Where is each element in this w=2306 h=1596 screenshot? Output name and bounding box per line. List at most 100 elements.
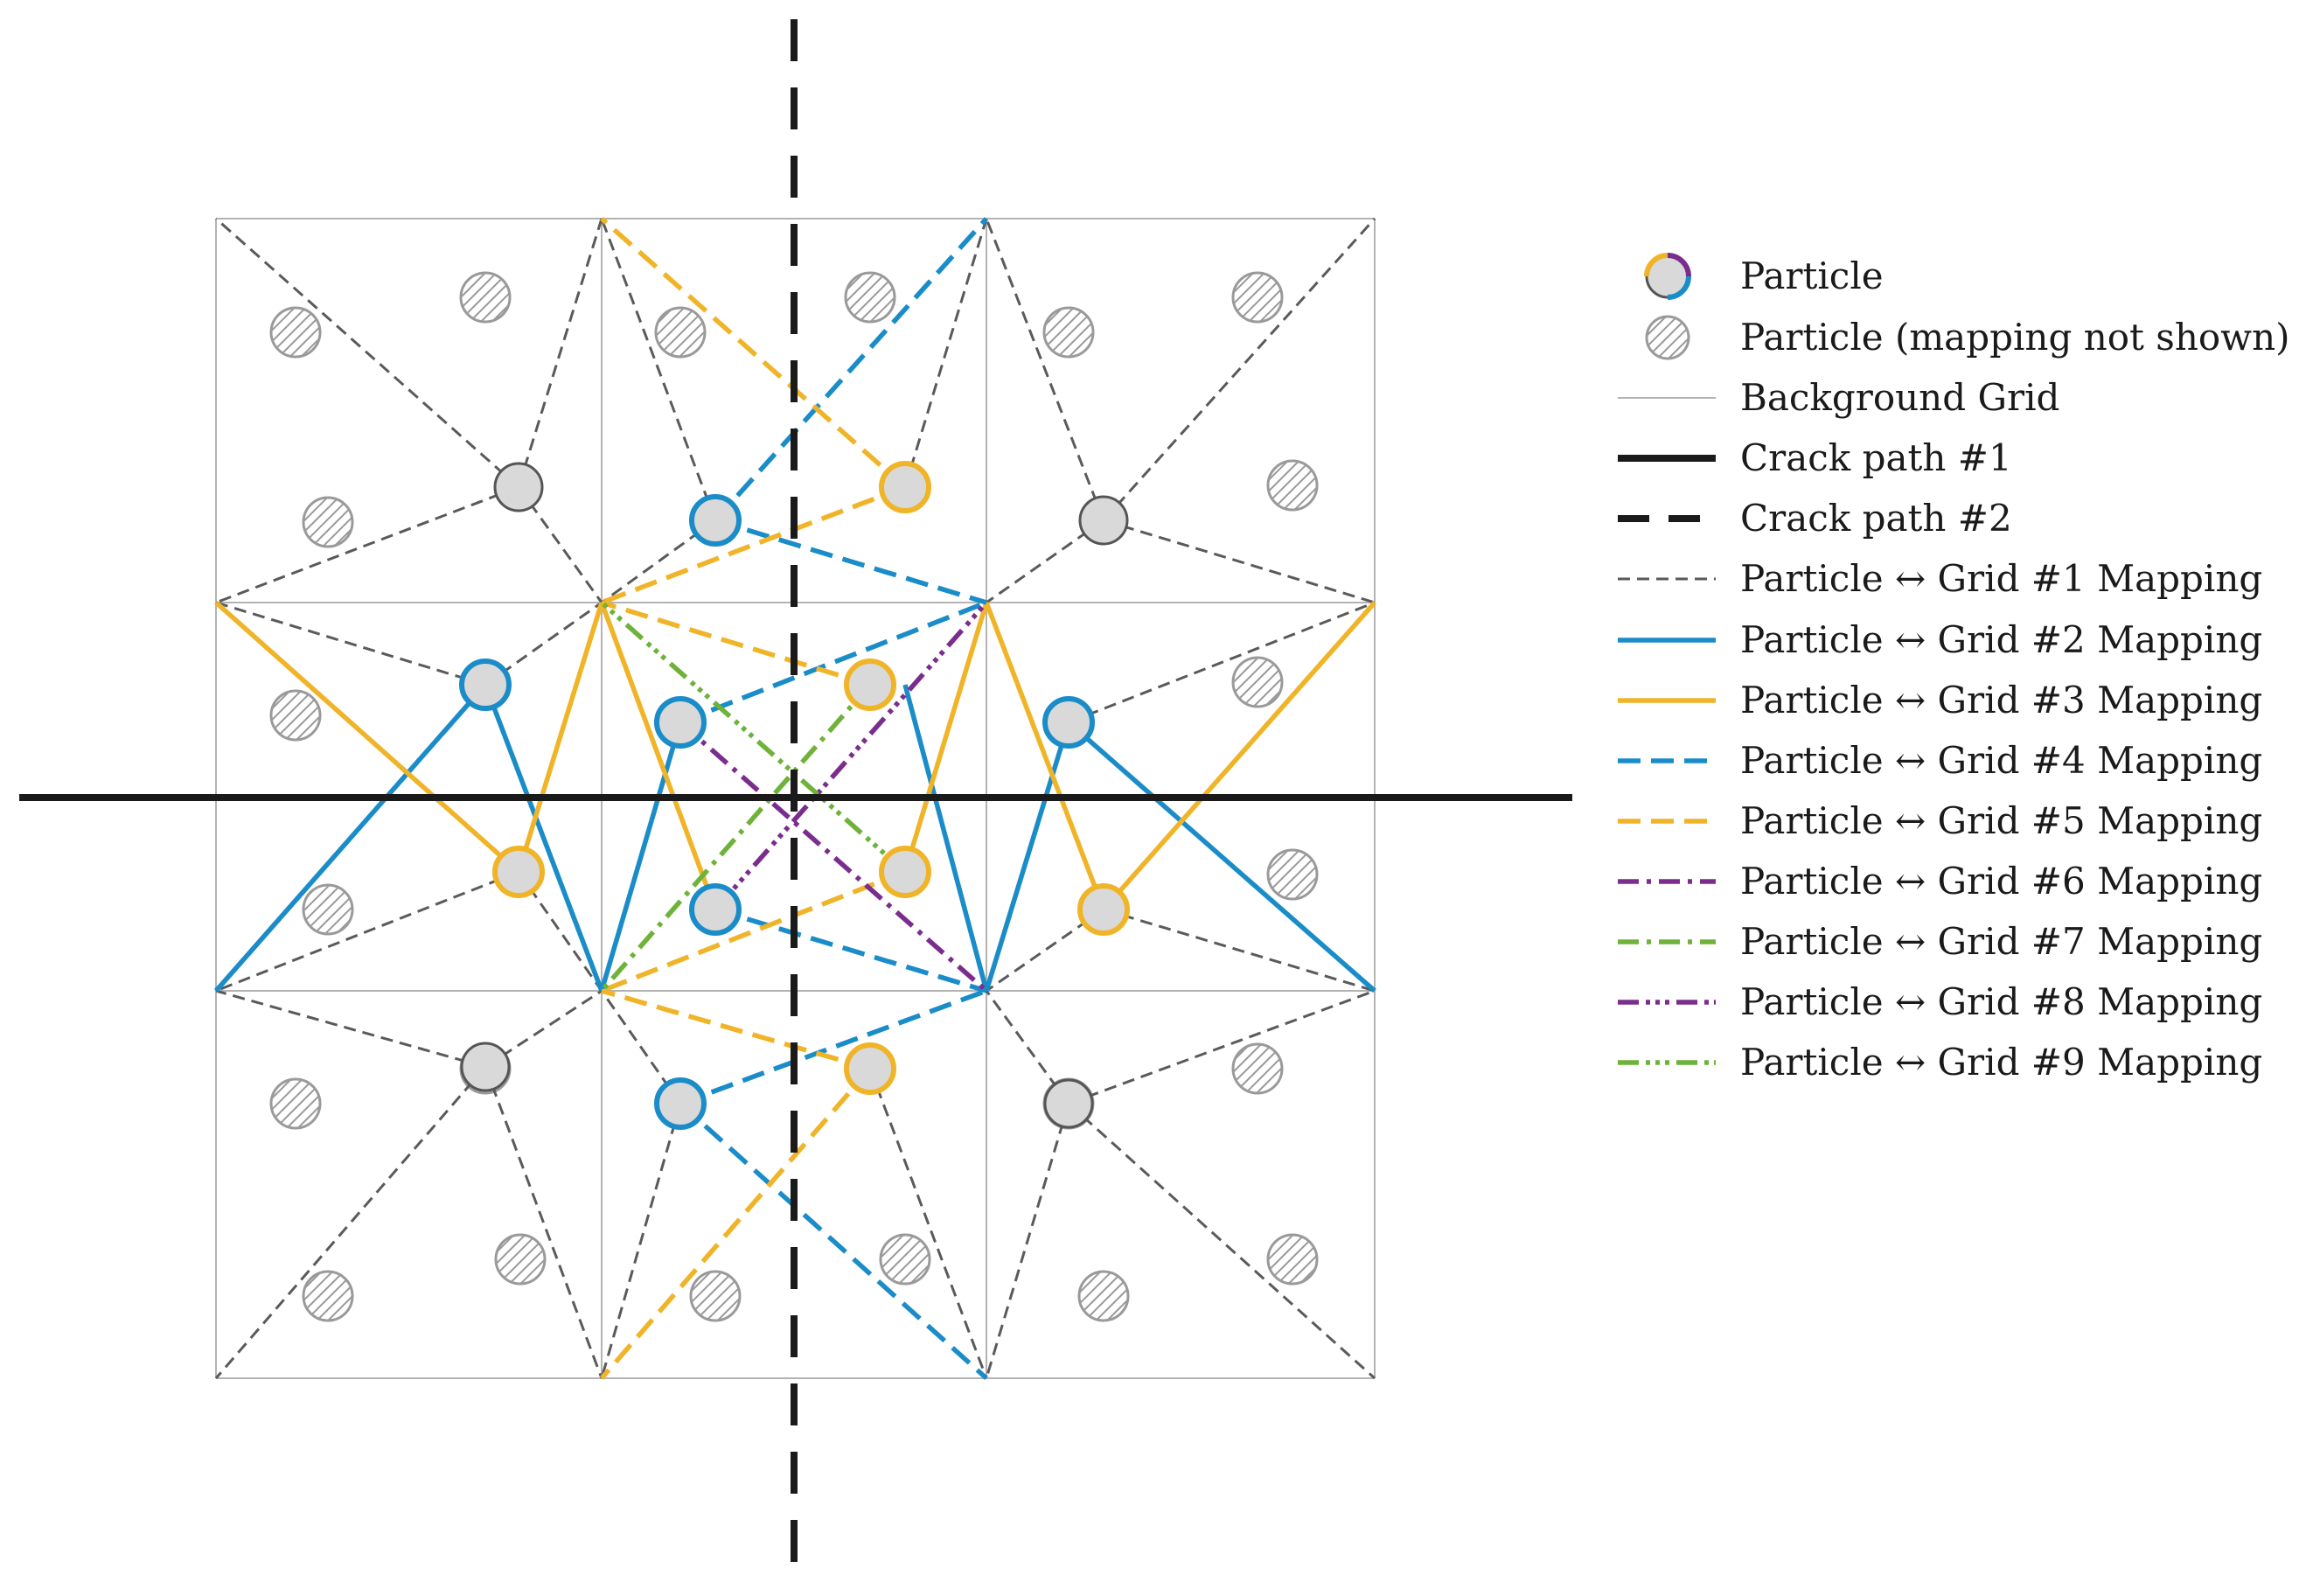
legend-label-particle-hidden: Particle (mapping not shown) — [1740, 316, 2290, 359]
particle — [689, 494, 742, 547]
legend-symbol-particle-arc — [1644, 253, 1669, 277]
hatched-particle — [269, 1077, 322, 1130]
mapping-line-b — [483, 684, 604, 992]
legend-symbol-particle-arc — [1667, 253, 1691, 277]
hatched-particle — [269, 306, 322, 359]
grid1-mapping-line — [215, 989, 486, 1069]
mapping-line-b — [902, 684, 989, 992]
legend-label-map-8: Particle ↔ Grid #8 Mapping — [1740, 980, 2262, 1023]
particle — [1078, 495, 1129, 546]
hatched-particle — [1231, 271, 1284, 324]
grid1-mapping-line — [985, 1103, 1070, 1379]
particle — [1077, 883, 1130, 936]
grid1-mapping-line — [484, 1066, 603, 1379]
particle — [844, 1042, 896, 1095]
mapping-line-bd — [714, 907, 987, 993]
mapping-line-y — [1101, 601, 1377, 911]
hatched-particle — [459, 271, 512, 324]
grid1-mapping-line — [1103, 519, 1376, 604]
mapping-line-y — [902, 602, 989, 873]
hatched-particle — [1266, 848, 1319, 901]
mapping-line-yd — [600, 869, 907, 993]
mapping-line-bd — [713, 217, 989, 522]
hatched-particle — [302, 496, 354, 548]
hatched-particle — [844, 271, 896, 324]
legend-symbol-particle-arc — [1667, 275, 1691, 300]
grid1-mapping-line — [517, 218, 603, 488]
hatched-particle — [302, 1270, 354, 1322]
particle — [459, 659, 512, 711]
legend-label-map-3: Particle ↔ Grid #3 Mapping — [1740, 679, 2262, 721]
hatched-particle — [1077, 1270, 1130, 1322]
mapping-line-p8 — [713, 601, 989, 911]
mapping-line-yd — [601, 600, 871, 687]
particle — [654, 1077, 707, 1130]
grid1-mapping-line — [985, 218, 1105, 521]
grid1-mapping-line — [1103, 908, 1376, 993]
mapping-line-yd — [600, 216, 907, 490]
mapping-line-y — [516, 602, 604, 873]
particle — [493, 462, 544, 512]
particle — [492, 846, 545, 898]
hatched-particle — [269, 689, 322, 742]
mapping-line-yd — [599, 1067, 873, 1380]
hatched-particle — [1266, 459, 1319, 512]
particle — [879, 461, 931, 513]
mapping-line-bd — [679, 1101, 988, 1381]
grid1-mapping-line — [215, 870, 519, 993]
grid1-mapping-line — [600, 1103, 682, 1379]
legend-label-map-1: Particle ↔ Grid #1 Mapping — [1740, 557, 2262, 600]
grid1-mapping-line — [600, 218, 717, 521]
grid1-mapping-line — [1102, 217, 1376, 522]
legend-label-particle: Particle — [1740, 254, 1884, 297]
hatched-particle — [879, 1233, 931, 1286]
particle — [879, 846, 931, 898]
hatched-particle — [1231, 656, 1284, 708]
mapping-line-yd — [601, 484, 906, 605]
particle — [1042, 696, 1095, 749]
mapping-line-bd — [679, 988, 987, 1106]
mapping-line-bd — [679, 600, 988, 725]
legend-label-map-6: Particle ↔ Grid #6 Mapping — [1740, 860, 2262, 903]
colored-mappings — [213, 216, 1377, 1381]
mapping-line-p6 — [679, 720, 988, 993]
particle — [460, 1042, 511, 1092]
legend-label-map-2: Particle ↔ Grid #2 Mapping — [1740, 618, 2262, 661]
grid1-mapping-line — [903, 218, 988, 488]
mapping-line-yd — [601, 988, 871, 1071]
legend-label-map-5: Particle ↔ Grid #5 Mapping — [1740, 799, 2262, 842]
hatched-particle — [1231, 1042, 1284, 1095]
particle — [844, 659, 896, 711]
hatched-particle — [1042, 306, 1095, 359]
mapping-line-g9 — [600, 600, 907, 875]
grid1-mapping-line — [1068, 601, 1376, 724]
mapping-line-bd — [714, 518, 987, 605]
mapping-line-b — [1067, 720, 1376, 993]
mapping-line-b — [599, 721, 683, 992]
legend-symbol-hatched — [1645, 315, 1690, 360]
legend-label-map-9: Particle ↔ Grid #9 Mapping — [1740, 1041, 2262, 1084]
legend-label-crack-1: Crack path #1 — [1740, 436, 2012, 479]
legend-symbols — [1618, 253, 1716, 1065]
hatched-particle — [494, 1233, 547, 1286]
particle — [689, 883, 742, 936]
hatched-particle — [689, 1270, 742, 1322]
particle — [654, 696, 707, 749]
mapping-line-y — [214, 600, 520, 875]
legend-label-crack-2: Crack path #2 — [1740, 497, 2012, 540]
grid1-mapping-line — [215, 601, 486, 686]
hatched-particle — [1266, 1233, 1319, 1286]
grid1-mapping-line — [215, 217, 519, 489]
particle — [1043, 1078, 1094, 1129]
grid1-mapping-line — [215, 485, 519, 604]
mapping-line-b — [213, 683, 488, 993]
hatched-particle — [302, 883, 354, 936]
mapping-line-y — [599, 602, 718, 910]
legend: Particle Particle (mapping not shown) Ba… — [1618, 253, 2290, 1084]
grid1-mapping-line — [868, 1068, 988, 1379]
legend-label-background-grid: Background Grid — [1740, 376, 2059, 419]
grid1-mapping-line — [214, 1066, 487, 1379]
mapping-line-y — [984, 602, 1106, 910]
grid1-mapping-line — [1068, 989, 1376, 1105]
